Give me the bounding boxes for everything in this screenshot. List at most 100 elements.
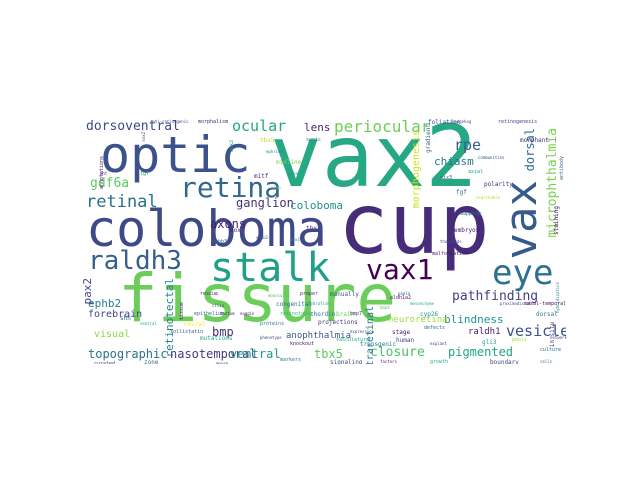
cloud-word-small: noggin xyxy=(240,311,255,316)
cloud-word: ocular xyxy=(232,117,287,135)
cloud-word: vesicle xyxy=(506,322,566,340)
cloud-word: stalk xyxy=(210,245,331,291)
cloud-word: bmp xyxy=(212,325,234,339)
cloud-word: ganglion xyxy=(236,196,294,210)
cloud-word: gdf6a xyxy=(90,176,130,191)
cloud-word: ephb2 xyxy=(88,297,122,310)
cloud-word: periocular xyxy=(334,117,431,136)
cloud-word-small: chordin xyxy=(310,311,336,318)
cloud-word-small: otx2 xyxy=(229,140,235,153)
cloud-word-small: polarity xyxy=(484,181,513,188)
cloud-word: eye xyxy=(492,253,554,293)
cloud-word-small: paola xyxy=(398,291,411,296)
cloud-word-small: hybridization xyxy=(555,282,560,314)
cloud-word: visual xyxy=(94,329,131,340)
cloud-word-small: searchable xyxy=(476,195,501,200)
cloud-word-small: network xyxy=(550,335,566,340)
cloud-word-small: mapping xyxy=(460,211,482,217)
cloud-word-small: markers xyxy=(280,357,302,363)
cloud-word: dorsal xyxy=(523,128,537,172)
cloud-word-small: ventral xyxy=(140,321,157,326)
cloud-word-small: gli3 xyxy=(482,339,497,346)
cloud-word-small: cells xyxy=(540,359,553,364)
cloud-word-small: hedgehog xyxy=(452,119,472,124)
cloud-word-small: communities xyxy=(478,155,505,160)
cloud-word-small: tbx5 xyxy=(260,137,275,144)
cloud-word: pathfinding xyxy=(452,289,539,304)
cloud-word-small: six3 xyxy=(440,175,453,181)
cloud-word: morphogenesis xyxy=(411,130,422,209)
cloud-word-small: proper xyxy=(300,291,319,297)
cloud-word-small: explant xyxy=(430,341,447,346)
cloud-word: chiasm xyxy=(434,155,474,168)
cloud-word-small: brain xyxy=(336,311,355,318)
cloud-word-small: bmp4 xyxy=(380,305,390,310)
cloud-word-small: shh xyxy=(120,315,131,322)
cloud-word: anophthalmia xyxy=(286,331,352,341)
cloud-word: closure xyxy=(370,345,425,360)
cloud-word-small: mitf xyxy=(254,173,269,180)
cloud-word-small: tectum xyxy=(220,311,235,316)
cloud-word-small: hox xyxy=(230,227,241,234)
cloud-word-small: neural xyxy=(184,321,206,328)
cloud-word-small: glial xyxy=(288,171,301,176)
cloud-word-small: factors xyxy=(380,359,397,364)
cloud-word-small: fgf xyxy=(456,189,467,196)
cloud-word: lens xyxy=(304,121,331,134)
cloud-word-small: ephb3 xyxy=(212,239,228,245)
cloud-word-small: bmp7 xyxy=(350,311,363,317)
cloud-word-small: cyp26 xyxy=(420,311,439,318)
cloud-word: optic xyxy=(100,126,251,184)
cloud-word-small: tgf xyxy=(140,171,150,177)
cloud-word-small: foliation xyxy=(428,119,461,126)
cloud-word-small: thousands xyxy=(440,239,462,244)
cloud-word: rpe xyxy=(454,136,482,154)
cloud-word-small: knockout xyxy=(290,341,315,347)
cloud-word-small: nasal-temporal xyxy=(524,301,566,307)
cloud-word-small: aldh1a2 xyxy=(390,295,412,301)
cloud-word-small: rescue xyxy=(200,291,219,297)
cloud-word-small: mutations xyxy=(200,335,233,342)
cloud-word-small: in situ xyxy=(549,322,556,348)
cloud-word-small: phenotype xyxy=(260,335,282,340)
cloud-word: tbx5 xyxy=(314,347,343,361)
cloud-word: fissure xyxy=(118,260,397,337)
cloud-word-small: wnt xyxy=(100,171,108,176)
cloud-word-small: ephrinb xyxy=(266,149,283,154)
cloud-word-small: sox2 xyxy=(141,132,146,142)
cloud-word-small: stage xyxy=(392,329,411,336)
cloud-word-small: morphant xyxy=(520,137,549,144)
cloud-word-small: vasculature xyxy=(336,337,370,343)
cloud-word-small: transgenic xyxy=(360,341,397,348)
cloud-word-small: proximodistal xyxy=(500,301,532,306)
cloud-word-small: staining xyxy=(553,206,560,235)
cloud-word-small: zebrafish xyxy=(308,301,330,306)
cloud-word-small: pools xyxy=(512,337,528,343)
cloud-word: pigmented xyxy=(448,345,514,359)
cloud-word-small: zone xyxy=(144,359,159,365)
cloud-word-small: signaling xyxy=(330,359,363,365)
cloud-word-small: expression xyxy=(350,329,375,334)
cloud-word: vax1 xyxy=(366,253,434,286)
cloud-word-small: embryos xyxy=(454,227,480,234)
cloud-word-small: monocular xyxy=(268,293,290,298)
cloud-word-small: mouse xyxy=(216,361,229,365)
cloud-word-small: anti-retinogenic xyxy=(150,119,189,124)
cloud-word: ventral xyxy=(230,347,281,361)
cloud-word-small: congenital xyxy=(276,301,313,308)
cloud-word-small: tbx2 xyxy=(306,225,321,232)
cloud-word-small: defects xyxy=(424,325,446,331)
cloud-word: neuroretina xyxy=(388,315,448,325)
cloud-word-small: follistatin xyxy=(170,329,204,335)
cloud-word-small: dorsal xyxy=(536,311,558,318)
cloud-word: forebrain xyxy=(88,309,143,320)
cloud-word-small: efnb2 xyxy=(256,235,269,240)
cloud-word-small: retinotopic xyxy=(280,311,314,317)
cloud-word-small: axial xyxy=(468,169,484,175)
word-cloud: fissure cup vax2 coloboma optic stalk va… xyxy=(80,116,566,364)
cloud-word: retinotectal xyxy=(163,278,176,358)
cloud-word-small: midline xyxy=(276,159,302,166)
cloud-word-small: proteins xyxy=(260,321,285,327)
cloud-word-small: morphalism xyxy=(198,119,229,125)
cloud-word: raldh1 xyxy=(468,327,501,337)
